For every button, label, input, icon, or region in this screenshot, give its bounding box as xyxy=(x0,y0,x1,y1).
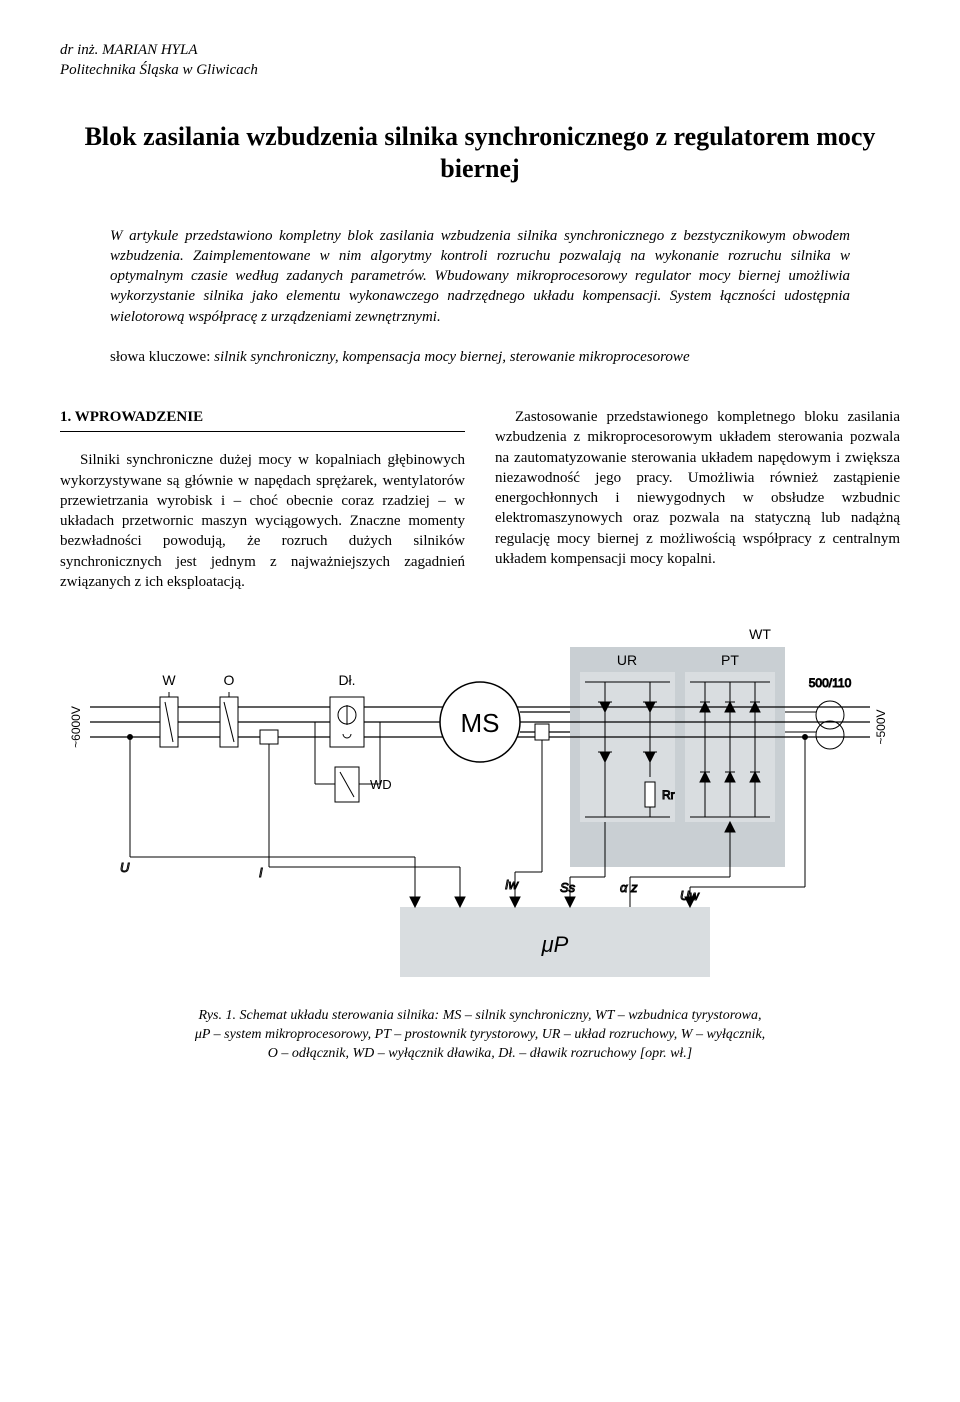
caption-line-1: Rys. 1. Schemat układu sterowania silnik… xyxy=(60,1007,900,1026)
ms-label: MS xyxy=(461,708,500,738)
paragraph-left: Silniki synchroniczne dużej mocy w kopal… xyxy=(60,450,465,592)
rr-label: Rr xyxy=(662,788,675,802)
alphaz-label: α z xyxy=(620,880,638,895)
transformer-label: 500/110 xyxy=(809,676,852,690)
figure-caption: Rys. 1. Schemat układu sterowania silnik… xyxy=(60,1007,900,1064)
ss-label: Ss xyxy=(560,880,576,895)
column-left: 1. WPROWADZENIE Silniki synchroniczne du… xyxy=(60,407,465,592)
ur-label: UR xyxy=(617,652,637,668)
keywords-text: silnik synchroniczny, kompensacja mocy b… xyxy=(214,349,689,365)
motor-ms: MS xyxy=(440,682,520,762)
i-label: I xyxy=(259,865,263,880)
o-label: O xyxy=(224,672,235,688)
keywords-label: słowa kluczowe: xyxy=(110,349,214,365)
figure-1: ~6000V ~500V W O Dł. WD xyxy=(60,617,900,1064)
u-label: U xyxy=(120,860,130,875)
schematic-svg: ~6000V ~500V W O Dł. WD xyxy=(60,617,900,997)
author-prefix: dr inż. xyxy=(60,42,102,58)
author-affiliation: Politechnika Śląska w Gliwicach xyxy=(60,60,900,80)
caption-line-2: μP – system mikroprocesorowy, PT – prost… xyxy=(60,1026,900,1045)
author-block: dr inż. MARIAN HYLA Politechnika Śląska … xyxy=(60,40,900,81)
author-line: dr inż. MARIAN HYLA xyxy=(60,40,900,60)
caption-line-3: O – odłącznik, WD – wyłącznik dławika, D… xyxy=(60,1045,900,1064)
w-label: W xyxy=(162,672,176,688)
paragraph-right: Zastosowanie przedstawionego kompletnego… xyxy=(495,407,900,569)
up-label: μP xyxy=(541,932,569,957)
dl-label: Dł. xyxy=(338,672,355,688)
author-name: MARIAN HYLA xyxy=(102,42,197,58)
voltage-right-label: ~500V xyxy=(874,709,888,744)
section-heading: 1. WPROWADZENIE xyxy=(60,407,465,427)
uw-label: Uw xyxy=(680,888,700,903)
pt-label: PT xyxy=(721,652,739,668)
section-rule xyxy=(60,431,465,432)
ur-box xyxy=(580,672,675,822)
switch-w: W xyxy=(160,672,178,747)
paper-title: Blok zasilania wzbudzenia silnika synchr… xyxy=(60,121,900,186)
two-column-body: 1. WPROWADZENIE Silniki synchroniczne du… xyxy=(60,407,900,592)
wt-label: WT xyxy=(749,626,771,642)
iw-label: Iw xyxy=(505,877,520,892)
keywords: słowa kluczowe: silnik synchroniczny, ko… xyxy=(110,347,850,367)
column-right: Zastosowanie przedstawionego kompletnego… xyxy=(495,407,900,592)
abstract: W artykule przedstawiono kompletny blok … xyxy=(110,226,850,327)
voltage-left-label: ~6000V xyxy=(69,706,83,748)
